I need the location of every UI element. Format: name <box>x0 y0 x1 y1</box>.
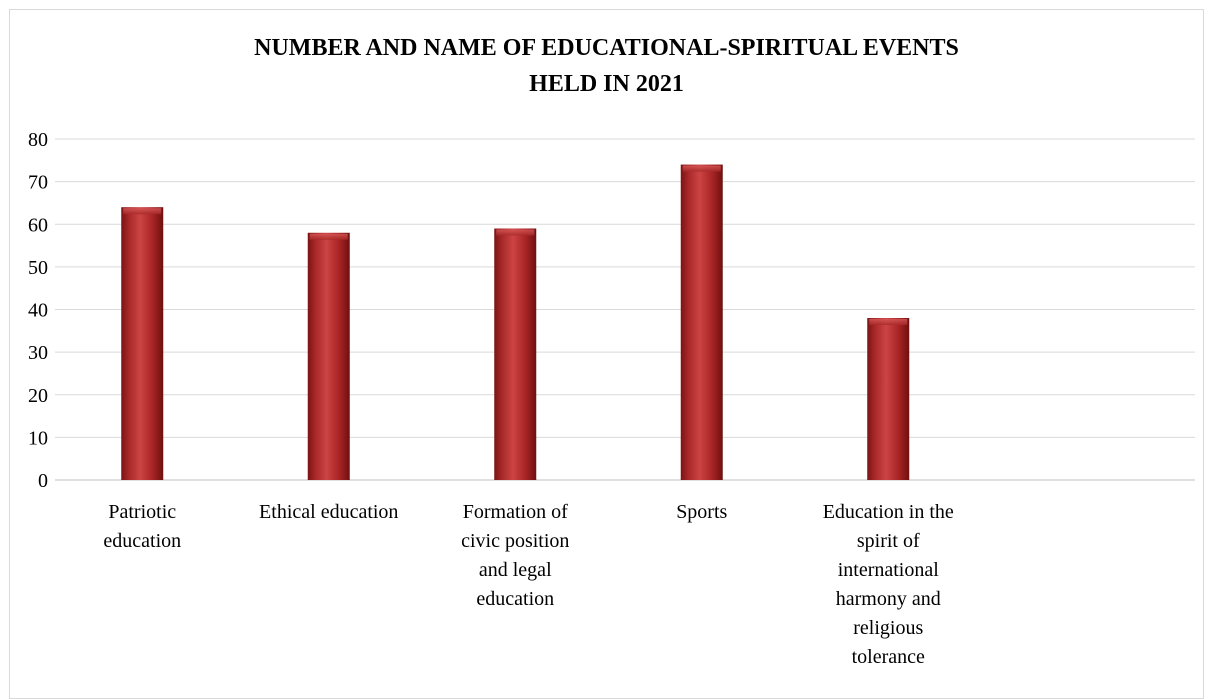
bar-cap <box>869 319 908 326</box>
bar-body <box>121 207 164 480</box>
x-tick-label: Patriotic education <box>103 501 181 552</box>
x-tick-label: Ethical education <box>259 501 398 523</box>
y-tick-label: 80 <box>28 129 48 151</box>
x-tick-label: Formation of civic position and legal educa… <box>461 501 569 610</box>
y-tick-label: 20 <box>28 385 48 407</box>
bars <box>121 164 910 480</box>
bar-body <box>867 318 910 480</box>
y-tick-label: 0 <box>38 470 48 492</box>
bar-cap <box>123 208 162 215</box>
y-tick-label: 70 <box>28 172 48 194</box>
x-tick-label: Sports <box>676 501 727 523</box>
chart-frame <box>9 9 1204 699</box>
bar <box>121 207 164 480</box>
bar-cap <box>682 165 721 172</box>
gridlines <box>55 138 1195 481</box>
y-tick-label: 60 <box>28 214 48 236</box>
bar-cap <box>309 233 348 240</box>
y-tick-label: 40 <box>28 300 48 322</box>
chart-title-line-2: HELD IN 2021 <box>529 71 684 97</box>
bar-body <box>494 228 537 480</box>
x-axis-labels: Patriotic education Ethical education Forma… <box>103 501 954 668</box>
x-tick-label: Education in the spirit of international ha… <box>823 501 954 668</box>
y-tick-label: 10 <box>28 427 48 449</box>
chart-title: NUMBER AND NAME OF EDUCATIONAL-SPIRITUAL… <box>9 30 1204 102</box>
y-axis-ticks: 0 10 20 30 40 50 60 70 80 <box>28 129 48 492</box>
y-tick-label: 50 <box>28 257 48 279</box>
bar-cap <box>496 229 535 236</box>
bar-body <box>307 232 350 480</box>
chart-title-line-1: NUMBER AND NAME OF EDUCATIONAL-SPIRITUAL… <box>254 35 959 61</box>
bar <box>680 164 723 480</box>
y-tick-label: 30 <box>28 342 48 364</box>
bar-body <box>680 164 723 480</box>
bar <box>307 232 350 480</box>
bar <box>494 228 537 480</box>
bar <box>867 318 910 480</box>
